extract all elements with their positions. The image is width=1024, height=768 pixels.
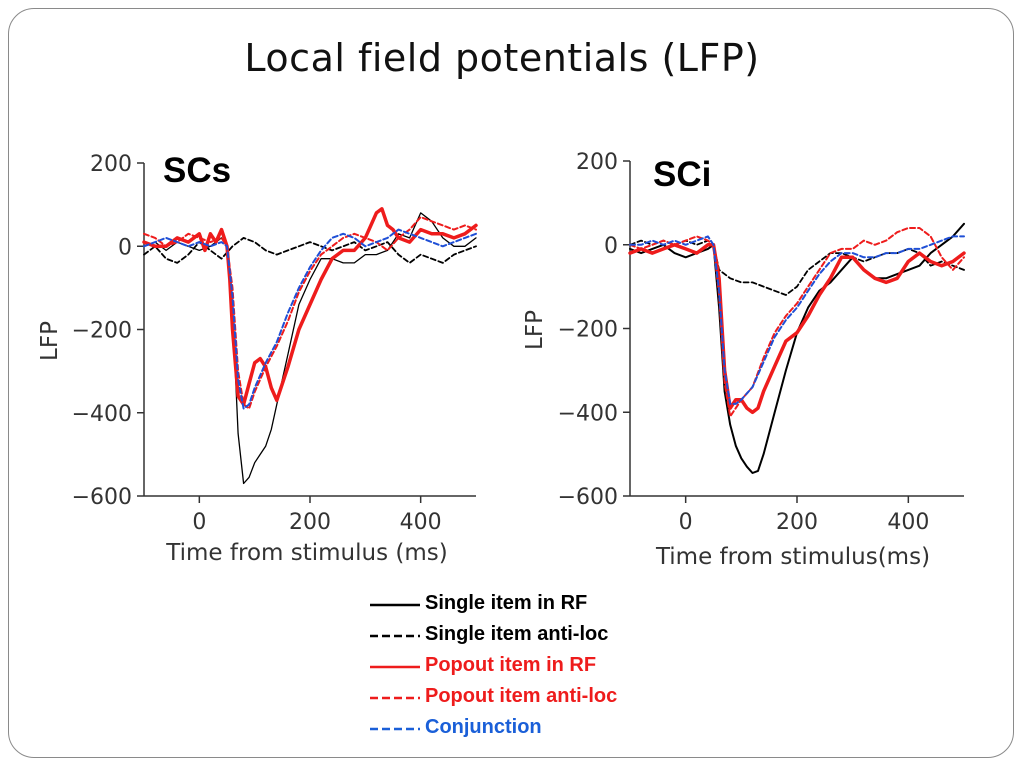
series-line-conjunction (629, 235, 965, 405)
legend-swatch (370, 727, 420, 731)
x-axis-title: Time from stimulus(ms) (655, 544, 930, 570)
y-tick-label: −400 (558, 401, 618, 426)
legend: Single item in RF Single item anti-loc Pop… (368, 592, 698, 747)
slide-title: Local field potentials (LFP) (244, 36, 760, 80)
x-tick-label: 400 (400, 510, 442, 535)
y-tick-label: 0 (604, 234, 618, 259)
y-tick-label: −200 (72, 319, 132, 344)
series-line-popout-item-anti-loc (143, 216, 477, 410)
x-tick-label: 0 (679, 510, 693, 535)
legend-item-single-item-anti-loc: Single item anti-loc (368, 623, 698, 654)
legend-item-conjunction: Conjunction (368, 716, 698, 747)
y-tick-label: −200 (558, 318, 618, 343)
series-line-conjunction (143, 228, 477, 410)
legend-swatch (370, 634, 420, 638)
y-axis-title: LFP (37, 321, 63, 361)
y-tick-label: 200 (90, 152, 132, 177)
legend-item-popout-item-in-rf: Popout item in RF (368, 654, 698, 685)
panel-label: SCs (163, 151, 231, 190)
y-tick-label: −600 (72, 485, 132, 510)
legend-label: Popout item in RF (425, 654, 597, 676)
y-axis-title: LFP (522, 310, 548, 350)
x-tick-label: 400 (887, 510, 929, 535)
series-line-single-item-in-rf (629, 222, 965, 474)
y-tick-label: 200 (576, 150, 618, 175)
legend-label: Single item anti-loc (425, 623, 609, 645)
legend-item-popout-item-anti-loc: Popout item anti-loc (368, 685, 698, 716)
legend-label: Conjunction (425, 716, 542, 738)
panel-label: SCi (653, 155, 711, 194)
legend-item-single-item-in-rf: Single item in RF (368, 592, 698, 623)
series-line-popout-item-in-rf (142, 207, 478, 407)
legend-label: Popout item anti-loc (425, 685, 618, 707)
series-line-popout-item-anti-loc (629, 227, 965, 418)
x-axis-title: Time from stimulus (ms) (165, 540, 447, 566)
x-tick-label: 200 (289, 510, 331, 535)
legend-swatch (370, 665, 420, 669)
legend-label: Single item in RF (425, 592, 588, 614)
y-tick-label: −400 (72, 402, 132, 427)
x-tick-label: 200 (776, 510, 818, 535)
legend-swatch (370, 696, 420, 700)
series-line-popout-item-in-rf (628, 243, 966, 415)
slide-frame (8, 8, 1014, 758)
y-tick-label: −600 (558, 485, 618, 510)
x-tick-label: 0 (192, 510, 206, 535)
y-tick-label: 0 (118, 235, 132, 260)
legend-swatch (370, 603, 420, 607)
